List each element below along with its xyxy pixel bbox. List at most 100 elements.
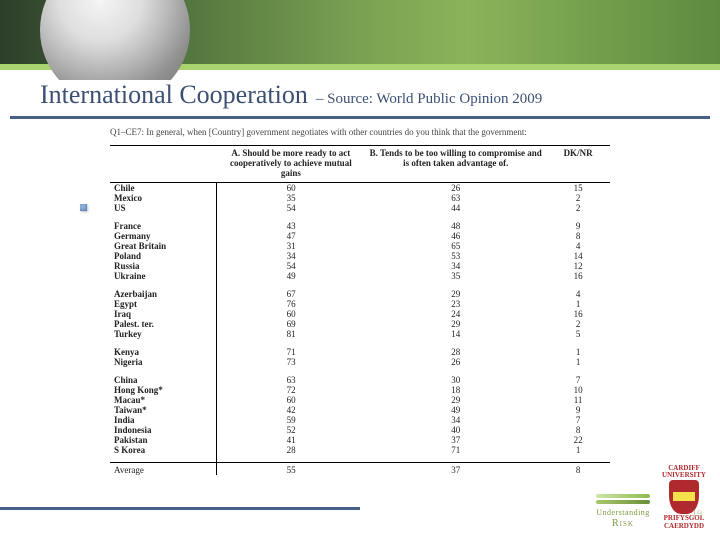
cell-b: 37 <box>365 435 546 445</box>
cell-country: France <box>110 221 216 231</box>
table-row: Egypt76231 <box>110 299 610 309</box>
cell-dk: 1 <box>546 299 610 309</box>
cell-country: Hong Kong* <box>110 385 216 395</box>
cell-a: 49 <box>216 271 365 281</box>
column-header-a: A. Should be more ready to act cooperati… <box>216 145 365 182</box>
understanding-risk-logo: Understanding Risk <box>596 494 650 530</box>
cell-dk: 16 <box>546 271 610 281</box>
table-row: Kenya71281 <box>110 347 610 357</box>
cell-a: 59 <box>216 415 365 425</box>
table-row: Great Britain31654 <box>110 241 610 251</box>
table-row: Turkey81145 <box>110 329 610 339</box>
survey-question: Q1–CE7: In general, when [Country] gover… <box>110 127 610 139</box>
cell-dk: 2 <box>546 203 610 213</box>
cardiff-line4: CAERDYDD <box>658 523 710 530</box>
cell-b: 30 <box>365 375 546 385</box>
cell-a: 67 <box>216 289 365 299</box>
cell-a: 54 <box>216 261 365 271</box>
risk-logo-line1: Understanding <box>596 508 650 518</box>
cell-b: 49 <box>365 405 546 415</box>
cell-a: 63 <box>216 375 365 385</box>
table-row: Macau*602911 <box>110 395 610 405</box>
group-spacer <box>110 367 610 375</box>
list-bullet <box>80 204 87 211</box>
cell-a: 28 <box>216 445 365 455</box>
cell-a: 41 <box>216 435 365 445</box>
cell-dk: 7 <box>546 375 610 385</box>
table-row: Mexico35632 <box>110 193 610 203</box>
cell-b: 46 <box>365 231 546 241</box>
cell-b: 29 <box>365 289 546 299</box>
page-title: International Cooperation <box>40 80 308 109</box>
cell-b: 18 <box>365 385 546 395</box>
cell-country: Iraq <box>110 309 216 319</box>
cell-country: Average <box>110 463 216 476</box>
table-row: France43489 <box>110 221 610 231</box>
cell-b: 29 <box>365 319 546 329</box>
page-subtitle: – Source: World Public Opinion 2009 <box>316 91 542 107</box>
cell-a: 47 <box>216 231 365 241</box>
cell-a: 54 <box>216 203 365 213</box>
page-number: 19 <box>692 509 702 520</box>
cell-dk: 4 <box>546 289 610 299</box>
cell-dk: 22 <box>546 435 610 445</box>
cell-a: 34 <box>216 251 365 261</box>
cell-country: Azerbaijan <box>110 289 216 299</box>
table-row: Russia543412 <box>110 261 610 271</box>
table-row: Poland345314 <box>110 251 610 261</box>
cell-country: Kenya <box>110 347 216 357</box>
cell-country: Turkey <box>110 329 216 339</box>
cell-b: 40 <box>365 425 546 435</box>
cell-dk: 5 <box>546 329 610 339</box>
cell-a: 73 <box>216 357 365 367</box>
cell-country: Chile <box>110 182 216 193</box>
cell-a: 81 <box>216 329 365 339</box>
cell-dk: 16 <box>546 309 610 319</box>
cell-a: 35 <box>216 193 365 203</box>
group-spacer <box>110 455 610 463</box>
cell-b: 24 <box>365 309 546 319</box>
table-row: Hong Kong*721810 <box>110 385 610 395</box>
table-row: Germany47468 <box>110 231 610 241</box>
cell-dk: 2 <box>546 193 610 203</box>
table-row: US54442 <box>110 203 610 213</box>
cell-country: Nigeria <box>110 357 216 367</box>
table-row: Palest. ter.69292 <box>110 319 610 329</box>
table-row: Iraq602416 <box>110 309 610 319</box>
cell-dk: 12 <box>546 261 610 271</box>
cell-dk: 8 <box>546 231 610 241</box>
cell-b: 34 <box>365 261 546 271</box>
cell-dk: 11 <box>546 395 610 405</box>
cell-country: Mexico <box>110 193 216 203</box>
cell-dk: 9 <box>546 221 610 231</box>
cell-country: Indonesia <box>110 425 216 435</box>
header-background <box>0 0 720 70</box>
cell-b: 26 <box>365 182 546 193</box>
table-row: Azerbaijan67294 <box>110 289 610 299</box>
column-header-country <box>110 145 216 182</box>
column-header-dk: DK/NR <box>546 145 610 182</box>
cell-country: S Korea <box>110 445 216 455</box>
group-spacer <box>110 213 610 221</box>
cell-dk: 4 <box>546 241 610 251</box>
table-row: Chile602615 <box>110 182 610 193</box>
cell-b: 63 <box>365 193 546 203</box>
cell-dk: 1 <box>546 445 610 455</box>
cell-country: Taiwan* <box>110 405 216 415</box>
cell-a: 43 <box>216 221 365 231</box>
cell-a: 60 <box>216 182 365 193</box>
cell-a: 60 <box>216 395 365 405</box>
globe-image <box>40 0 190 80</box>
cell-country: Pakistan <box>110 435 216 445</box>
cell-b: 29 <box>365 395 546 405</box>
cell-b: 35 <box>365 271 546 281</box>
risk-logo-line2: Risk <box>596 518 650 530</box>
cell-dk: 15 <box>546 182 610 193</box>
column-header-b: B. Tends to be too willing to compromise… <box>365 145 546 182</box>
cell-country: Palest. ter. <box>110 319 216 329</box>
cell-b: 44 <box>365 203 546 213</box>
cell-dk: 1 <box>546 357 610 367</box>
cell-dk: 8 <box>546 425 610 435</box>
cell-a: 52 <box>216 425 365 435</box>
cell-a: 69 <box>216 319 365 329</box>
